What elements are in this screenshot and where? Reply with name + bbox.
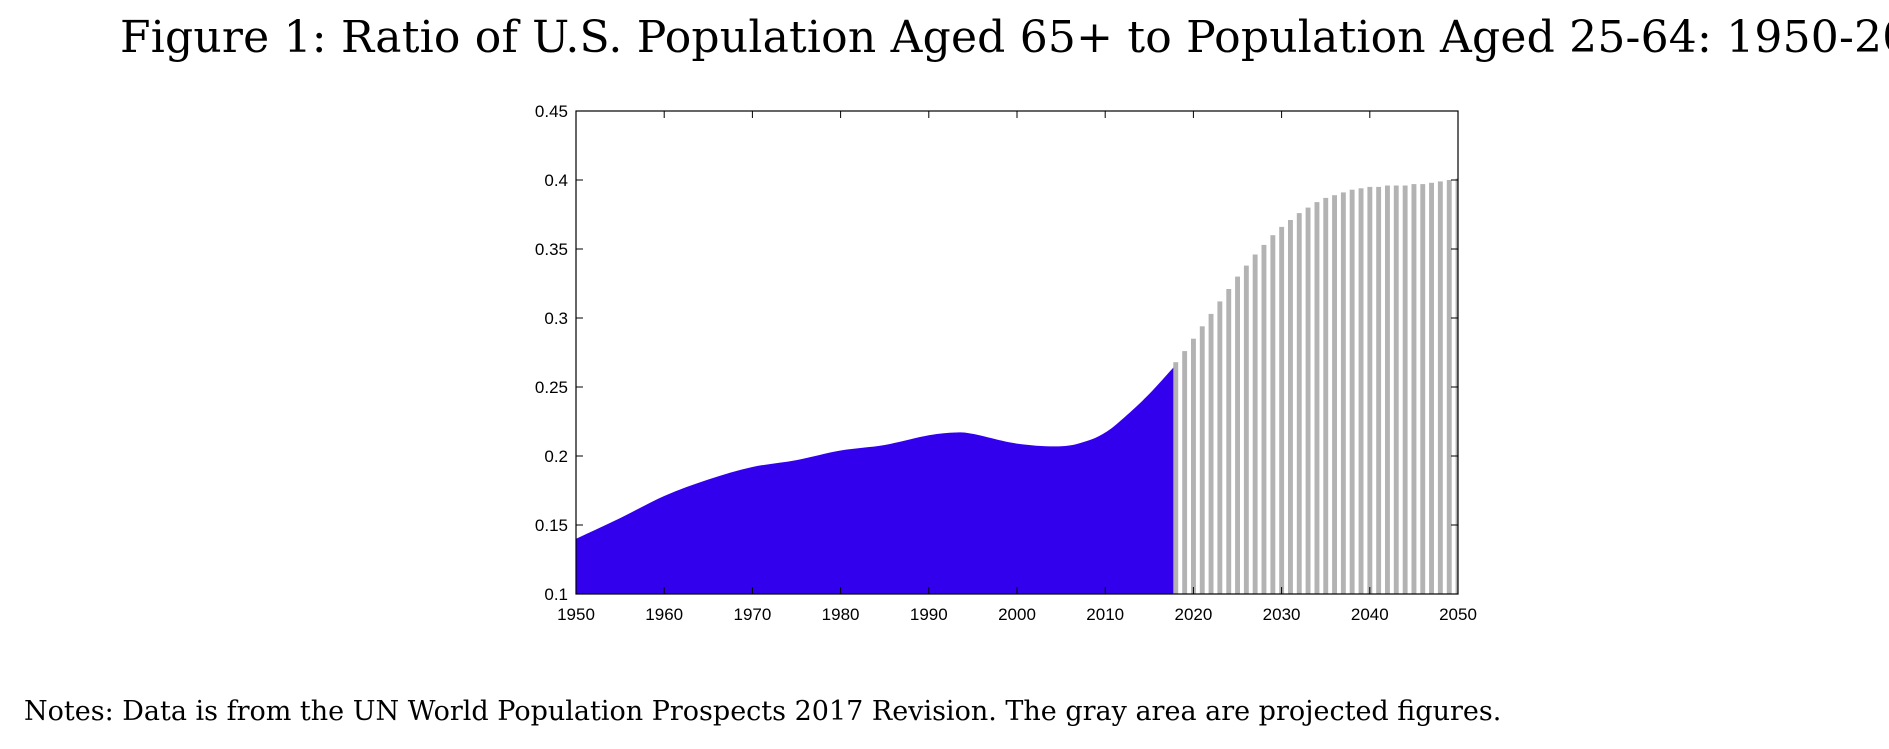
projection-bar bbox=[1358, 188, 1364, 595]
projection-bar bbox=[1270, 235, 1276, 594]
axis-tick-labels: 0.1 0.15 0.2 0.25 0.3 0.35 0.4 0.45 1950 1960 1970… bbox=[535, 102, 1477, 624]
figure-title: Figure 1: Ratio of U.S. Population Aged … bbox=[120, 12, 1889, 63]
projection-bar bbox=[1385, 185, 1390, 594]
projection-bar bbox=[1191, 338, 1196, 594]
projection-bar bbox=[1243, 265, 1249, 594]
projection-bar bbox=[1279, 226, 1285, 594]
x-tick-label: 2050 bbox=[1439, 605, 1477, 624]
projection-bar bbox=[1446, 180, 1452, 594]
y-tick-label: 0.15 bbox=[535, 516, 568, 535]
projection-bar bbox=[1305, 207, 1311, 594]
projection-bar bbox=[1288, 220, 1293, 594]
projection-bar bbox=[1332, 195, 1337, 594]
y-tick-label: 0.2 bbox=[544, 447, 568, 466]
projection-bar bbox=[1208, 313, 1214, 594]
projection-bar bbox=[1235, 276, 1240, 594]
projection-bar bbox=[1340, 192, 1346, 594]
historical-area bbox=[576, 364, 1176, 594]
x-tick-label: 2040 bbox=[1351, 605, 1389, 624]
projection-bar bbox=[1411, 184, 1417, 594]
projection-bar bbox=[1314, 202, 1320, 594]
plot-area bbox=[576, 178, 1458, 595]
x-tick-label: 1970 bbox=[733, 605, 771, 624]
projection-bar bbox=[1393, 185, 1399, 594]
projection-bar bbox=[1402, 185, 1408, 594]
x-tick-label: 1980 bbox=[822, 605, 860, 624]
x-tick-label: 2010 bbox=[1086, 605, 1124, 624]
axis-ticks bbox=[575, 110, 1459, 595]
y-tick-label: 0.25 bbox=[535, 378, 568, 397]
projection-bar bbox=[1182, 351, 1188, 594]
projection-bar bbox=[1420, 184, 1426, 594]
x-tick-label: 2020 bbox=[1174, 605, 1212, 624]
projection-bar bbox=[1349, 189, 1355, 594]
projection-bar bbox=[1367, 186, 1373, 594]
x-tick-label: 2030 bbox=[1263, 605, 1301, 624]
projection-bar bbox=[1376, 186, 1382, 594]
projection-bar bbox=[1296, 213, 1302, 594]
projection-bar bbox=[1323, 197, 1329, 594]
projection-bar bbox=[1261, 244, 1267, 594]
x-tick-label: 1990 bbox=[910, 605, 948, 624]
figure-notes: Notes: Data is from the UN World Populat… bbox=[24, 696, 1502, 727]
x-tick-label: 1960 bbox=[645, 605, 683, 624]
y-tick-label: 0.35 bbox=[535, 240, 568, 259]
x-tick-label: 2000 bbox=[998, 605, 1036, 624]
projection-bar bbox=[1217, 301, 1223, 594]
x-tick-label: 1950 bbox=[557, 605, 595, 624]
y-tick-label: 0.4 bbox=[544, 171, 568, 190]
projection-bar bbox=[1226, 289, 1232, 594]
projection-bar bbox=[1429, 182, 1434, 595]
y-tick-label: 0.1 bbox=[544, 585, 568, 604]
projection-bar bbox=[1437, 181, 1443, 594]
projection-bar bbox=[1173, 362, 1179, 594]
y-tick-label: 0.3 bbox=[544, 309, 568, 328]
projection-bar bbox=[1455, 178, 1458, 594]
projection-bar bbox=[1252, 254, 1258, 594]
projection-bar bbox=[1199, 326, 1205, 594]
y-tick-label: 0.45 bbox=[535, 102, 568, 121]
